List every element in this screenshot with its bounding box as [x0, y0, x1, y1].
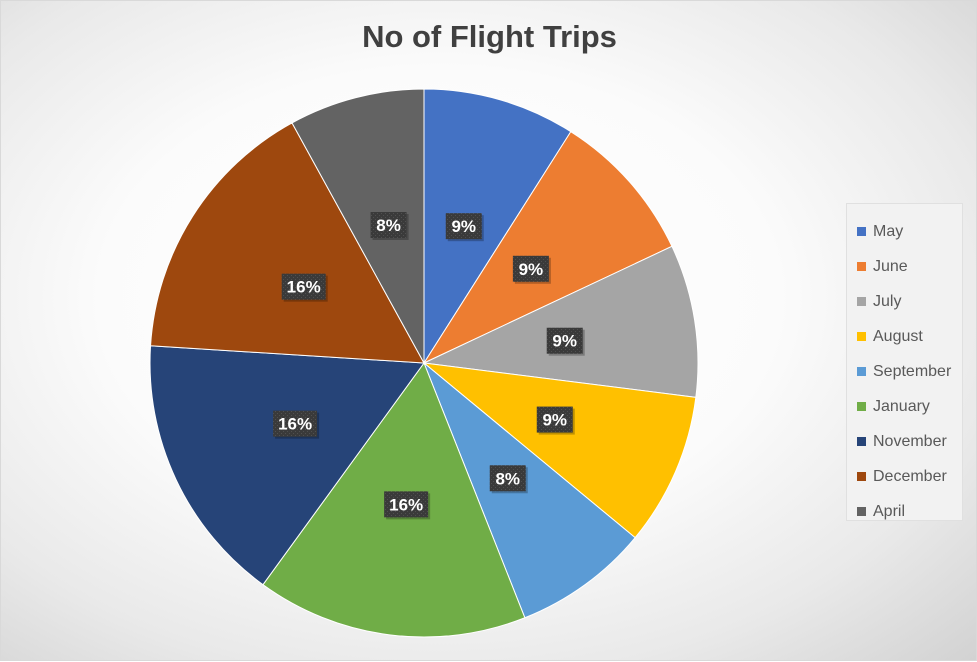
- data-label-january: 16%: [384, 491, 431, 520]
- data-label-may: 9%: [445, 213, 484, 242]
- data-label-june: 9%: [512, 255, 551, 284]
- svg-text:9%: 9%: [552, 332, 577, 351]
- legend-label: August: [873, 327, 923, 345]
- legend-swatch: [857, 402, 866, 411]
- pie-slice-june: [422, 130, 673, 365]
- pie-slice-april: [291, 88, 425, 364]
- legend-swatch: [857, 297, 866, 306]
- svg-text:16%: 16%: [287, 278, 321, 297]
- legend-swatch: [857, 262, 866, 271]
- legend-swatch: [857, 472, 866, 481]
- legend-swatch: [857, 332, 866, 341]
- data-label-april: 8%: [370, 211, 409, 240]
- legend-label: May: [873, 222, 904, 240]
- data-label-december: 16%: [281, 273, 328, 302]
- legend-swatch: [857, 507, 866, 516]
- svg-text:16%: 16%: [278, 415, 312, 434]
- legend-item-november: November: [847, 424, 962, 459]
- legend-swatch: [857, 367, 866, 376]
- svg-text:16%: 16%: [389, 495, 423, 514]
- pie-slice-december: [150, 122, 425, 364]
- data-label-august: 9%: [536, 406, 575, 435]
- legend-swatch: [857, 437, 866, 446]
- svg-text:8%: 8%: [495, 469, 520, 488]
- pie-slice-july: [422, 245, 699, 398]
- svg-text:9%: 9%: [451, 217, 476, 236]
- legend-label: June: [873, 257, 908, 275]
- pie-slice-may: [423, 88, 572, 365]
- legend-label: November: [873, 432, 947, 450]
- legend-item-may: May: [847, 214, 962, 249]
- data-label-november: 16%: [273, 410, 320, 439]
- legend-item-june: June: [847, 249, 962, 284]
- legend-item-august: August: [847, 319, 962, 354]
- legend-item-april: April: [847, 494, 962, 529]
- pie-slice-september: [423, 362, 636, 619]
- legend-label: December: [873, 467, 947, 485]
- chart-title: No of Flight Trips: [362, 19, 617, 54]
- legend-item-december: December: [847, 459, 962, 494]
- svg-text:9%: 9%: [519, 260, 544, 279]
- svg-text:9%: 9%: [542, 411, 567, 430]
- legend-label: September: [873, 362, 952, 380]
- svg-text:8%: 8%: [376, 216, 401, 235]
- legend-label: April: [873, 502, 906, 520]
- data-label-september: 8%: [489, 465, 528, 494]
- legend-label: July: [873, 292, 902, 310]
- pie-slice-november: [149, 345, 425, 586]
- legend-item-january: January: [847, 389, 962, 424]
- legend-item-july: July: [847, 284, 962, 319]
- legend-swatch: [857, 227, 866, 236]
- chart-legend: May June July August September January Novembe…: [846, 203, 963, 521]
- legend-item-september: September: [847, 354, 962, 389]
- pie-slice-august: [422, 362, 697, 539]
- legend-label: January: [873, 397, 930, 415]
- data-label-july: 9%: [546, 327, 585, 356]
